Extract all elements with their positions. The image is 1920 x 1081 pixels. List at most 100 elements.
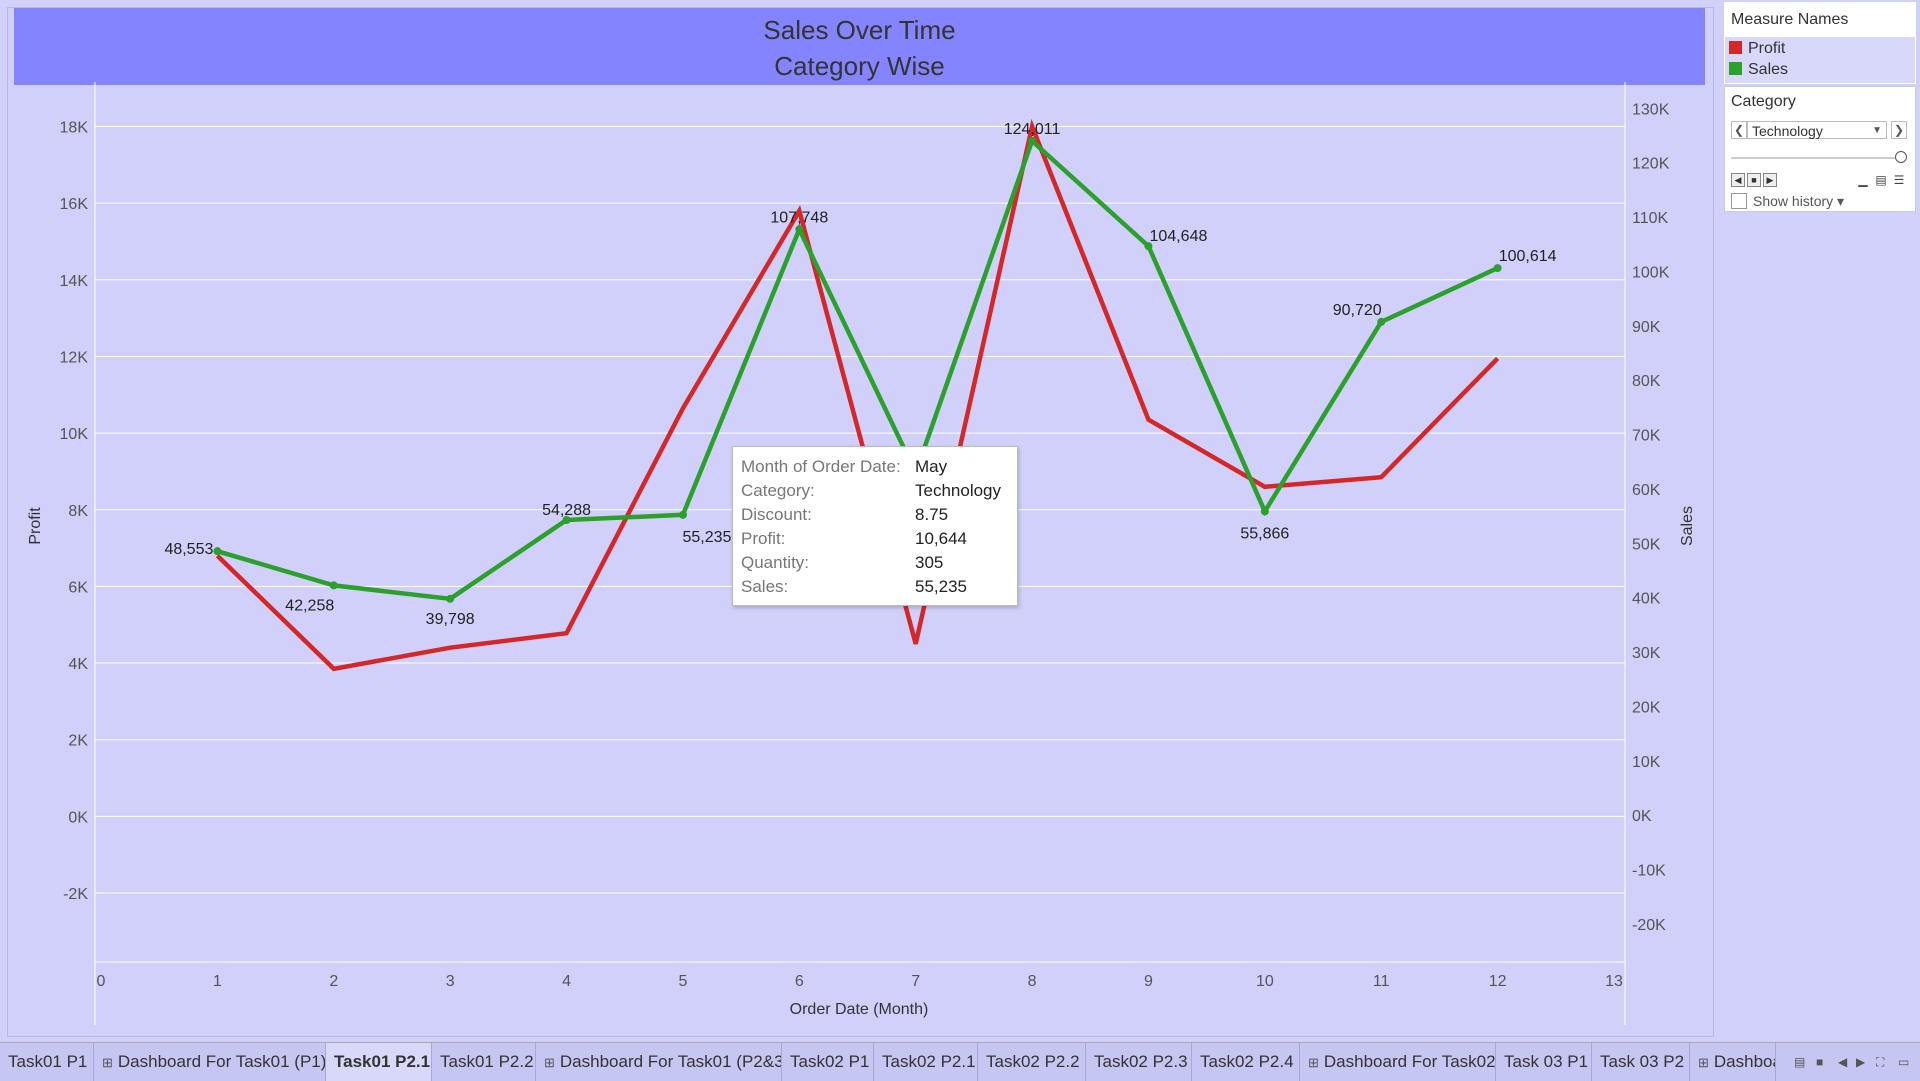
- tab-label: Dashboa: [1714, 1052, 1776, 1071]
- tab-task01-p2-2[interactable]: Task01 P2.2: [432, 1043, 536, 1081]
- x-tick-label: 4: [562, 973, 571, 990]
- sales-data-label: 48,553: [164, 541, 213, 558]
- tab-task-03-p2[interactable]: Task 03 P2: [1592, 1043, 1690, 1081]
- sales-marker: [679, 511, 687, 519]
- show-history-toggle[interactable]: Show history ▾: [1731, 193, 1844, 209]
- tab-label: Task02 P2.4: [1200, 1052, 1294, 1071]
- show-history-checkbox[interactable]: [1731, 193, 1747, 209]
- speed-fast-icon[interactable]: ☰: [1891, 173, 1907, 187]
- prev-sheet-icon[interactable]: ◀: [1838, 1055, 1847, 1069]
- filter-prev-button[interactable]: ❮: [1731, 121, 1747, 139]
- y-right-tick-label: -10K: [1632, 863, 1666, 880]
- tooltip-value: May: [915, 455, 947, 479]
- sales-data-label: 54,288: [542, 502, 591, 519]
- legend-label-sales: Sales: [1748, 61, 1788, 78]
- y-right-tick-label: 100K: [1632, 264, 1670, 281]
- speed-slow-icon[interactable]: ▁: [1855, 173, 1871, 187]
- legend: Measure Names Profit Sales: [1724, 2, 1916, 84]
- y-right-tick-label: 80K: [1632, 373, 1661, 390]
- fullscreen-icon[interactable]: ⛶: [1876, 1055, 1884, 1070]
- sales-marker: [1377, 318, 1385, 326]
- next-sheet-icon[interactable]: ▶: [1856, 1055, 1865, 1069]
- tooltip-row: Category: Technology: [741, 479, 1009, 503]
- tab-task01-p1[interactable]: Task01 P1: [0, 1043, 94, 1081]
- x-tick-label: 5: [678, 973, 687, 990]
- tab-label: Dashboard For Task02: [1324, 1052, 1496, 1071]
- tooltip-key: Profit:: [741, 527, 915, 551]
- history-slider-track[interactable]: [1731, 157, 1897, 159]
- caret-down-icon: ▾: [1837, 193, 1844, 209]
- y-right-tick-label: 70K: [1632, 428, 1661, 445]
- dashboard-icon: ⊞: [1698, 1055, 1709, 1070]
- tooltip-key: Month of Order Date:: [741, 455, 915, 479]
- y-left-tick-label: 0K: [68, 809, 88, 826]
- sales-marker: [213, 547, 221, 555]
- tooltip-key: Sales:: [741, 575, 915, 599]
- sales-marker: [330, 581, 338, 589]
- y-right-tick-label: 110K: [1632, 210, 1669, 227]
- filter-header: Category: [1731, 93, 1796, 111]
- filter-next-button[interactable]: ❯: [1891, 121, 1907, 139]
- tab-label: Task02 P2.3: [1094, 1052, 1188, 1071]
- tab-task02-p1[interactable]: Task02 P1: [782, 1043, 874, 1081]
- legend-item-profit[interactable]: Profit: [1729, 39, 1785, 59]
- y-left-tick-label: 16K: [60, 196, 89, 213]
- sales-data-label: 42,258: [285, 597, 334, 614]
- chevron-down-icon: ▼: [1872, 122, 1882, 140]
- step-back-icon[interactable]: ◀: [1731, 173, 1745, 187]
- category-select[interactable]: Technology ▼: [1747, 121, 1887, 139]
- legend-item-sales[interactable]: Sales: [1729, 60, 1788, 80]
- category-select-value: Technology: [1752, 123, 1823, 139]
- x-tick-label: 10: [1256, 973, 1274, 990]
- x-tick-label: 13: [1605, 973, 1623, 990]
- tab-label: Task01 P2.2: [440, 1052, 534, 1071]
- tooltip-value: Technology: [915, 479, 1001, 503]
- tab-task01-p2-1[interactable]: Task01 P2.1: [326, 1043, 432, 1081]
- tab-dashboa[interactable]: ⊞ Dashboa: [1690, 1043, 1776, 1081]
- show-filmstrip-icon[interactable]: ▤: [1794, 1055, 1805, 1069]
- legend-label-profit: Profit: [1748, 40, 1785, 57]
- history-slider-knob[interactable]: [1895, 151, 1907, 163]
- y-left-tick-label: 12K: [60, 349, 89, 366]
- sales-marker: [1028, 137, 1036, 145]
- tab-dashboard-for-task01-p2-3[interactable]: ⊞ Dashboard For Task01 (P2&3): [536, 1043, 782, 1081]
- x-tick-label: 11: [1373, 973, 1390, 990]
- category-filter: Category ❮ Technology ▼ ❯ ◀ ■ ▶ ▁ ▤ ☰ Sh…: [1724, 86, 1916, 212]
- x-tick-label: 8: [1028, 973, 1037, 990]
- tab-task02-p2-1[interactable]: Task02 P2.1: [874, 1043, 978, 1081]
- y-left-tick-label: 8K: [68, 503, 88, 520]
- tab-task02-p2-4[interactable]: Task02 P2.4: [1192, 1043, 1300, 1081]
- tab-label: Dashboard For Task01 (P1): [118, 1052, 326, 1071]
- x-tick-label: 6: [795, 973, 804, 990]
- speed-medium-icon[interactable]: ▤: [1873, 173, 1889, 187]
- step-forward-icon[interactable]: ▶: [1763, 173, 1777, 187]
- tab-dashboard-for-task02[interactable]: ⊞ Dashboard For Task02: [1300, 1043, 1496, 1081]
- tab-label: Task01 P1: [8, 1052, 87, 1071]
- tab-task-03-p1[interactable]: Task 03 P1: [1496, 1043, 1592, 1081]
- y-right-tick-label: -20K: [1632, 917, 1666, 934]
- sales-marker: [1261, 507, 1269, 515]
- y-right-tick-label: 40K: [1632, 591, 1661, 608]
- y-right-tick-label: 30K: [1632, 645, 1661, 662]
- tab-label: Dashboard For Task01 (P2&3): [560, 1052, 782, 1071]
- tab-dashboard-for-task01-p1[interactable]: ⊞ Dashboard For Task01 (P1): [94, 1043, 326, 1081]
- legend-swatch-sales: [1729, 62, 1742, 75]
- tab-task02-p2-3[interactable]: Task02 P2.3: [1086, 1043, 1192, 1081]
- tab-task02-p2-2[interactable]: Task02 P2.2: [978, 1043, 1086, 1081]
- sales-data-label: 90,720: [1333, 302, 1382, 319]
- x-tick-label: 2: [329, 973, 338, 990]
- y-left-tick-label: 14K: [60, 273, 89, 290]
- show-tabs-icon[interactable]: ■: [1816, 1055, 1823, 1069]
- x-tick-label: 1: [213, 973, 222, 990]
- tooltip-key: Discount:: [741, 503, 915, 527]
- presentation-icon[interactable]: ▭: [1898, 1055, 1909, 1069]
- tooltip-value: 10,644: [915, 527, 967, 551]
- sales-data-label: 100,614: [1499, 248, 1557, 265]
- y-left-tick-label: 10K: [60, 426, 89, 443]
- sales-marker: [795, 225, 803, 233]
- legend-swatch-profit: [1729, 41, 1742, 54]
- stop-icon[interactable]: ■: [1747, 173, 1761, 187]
- y-right-tick-label: 0K: [1632, 808, 1652, 825]
- sales-marker: [446, 595, 454, 603]
- y-right-axis-title: Sales: [1679, 506, 1696, 546]
